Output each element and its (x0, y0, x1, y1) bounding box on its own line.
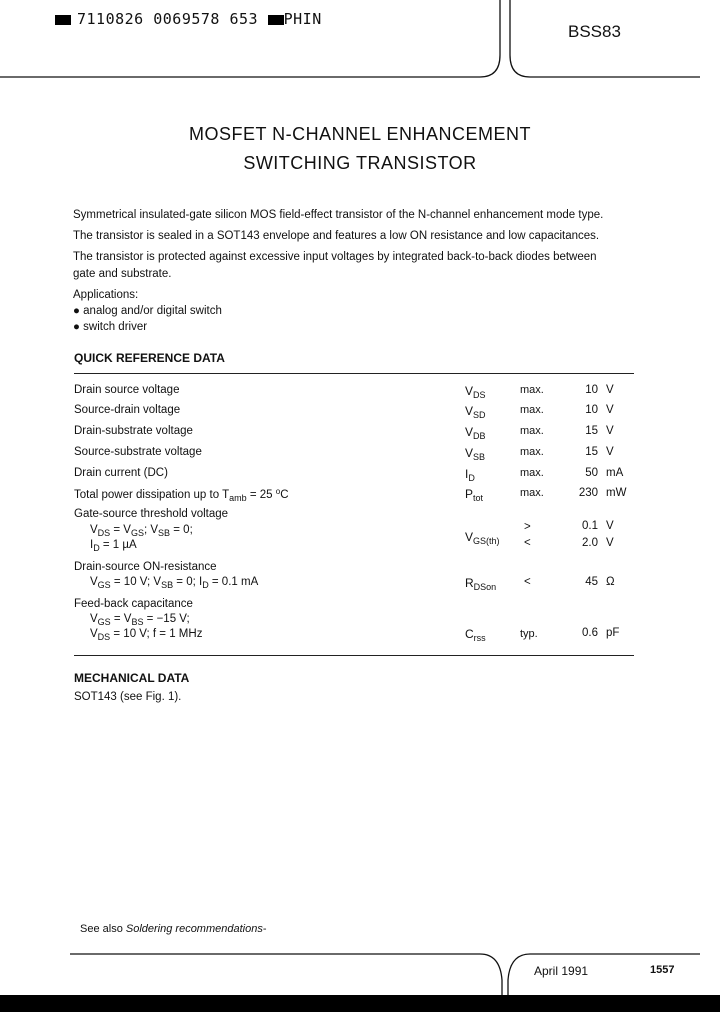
intro-text: The transistor is protected against exce… (73, 251, 597, 263)
on-resistance-label: Drain-source ON-resistance (74, 561, 217, 573)
value: 50 (585, 467, 598, 479)
parameter-symbol: VDB (465, 425, 486, 441)
on-resistance-condition: VGS = 10 V; VSB = 0; ID = 0.1 mA (90, 576, 259, 590)
value: 10 (585, 384, 598, 396)
intro-text: The transistor is sealed in a SOT143 env… (73, 230, 600, 242)
capacitance-condition: VDS = 10 V; f = 1 MHz (90, 628, 203, 642)
on-resistance-symbol: RDSon (465, 576, 497, 592)
applications-heading: Applications: (73, 289, 139, 301)
qualifier: < (524, 537, 531, 549)
parameter-label: Drain current (DC) (74, 467, 168, 479)
value: 15 (585, 446, 598, 458)
capacitance-condition: VGS = VBS = −15 V; (90, 613, 190, 627)
parameter-symbol: ID (465, 467, 475, 483)
application-item: ● analog and/or digital switch (73, 305, 222, 317)
qualifier: > (524, 521, 531, 533)
parameter-label: Drain-substrate voltage (74, 425, 193, 437)
threshold-symbol: VGS(th) (465, 530, 500, 546)
unit: V (606, 520, 614, 532)
qualifier: max. (520, 384, 544, 396)
qualifier: max. (520, 404, 544, 416)
value: 45 (585, 576, 598, 588)
footer-date: April 1991 (534, 964, 589, 978)
divider (74, 373, 634, 374)
unit: V (606, 446, 614, 458)
parameter-symbol: VSB (465, 446, 486, 462)
value: 15 (585, 425, 598, 437)
capacitance-label: Feed-back capacitance (74, 598, 193, 610)
part-number: BSS83 (568, 22, 621, 41)
mechanical-heading: MECHANICAL DATA (74, 671, 190, 685)
page-number: 1557 (650, 964, 675, 976)
parameter-symbol: VDS (465, 384, 486, 400)
value: 2.0 (582, 537, 598, 549)
unit: Ω (606, 576, 615, 588)
page-title-line1: MOSFET N-CHANNEL ENHANCEMENT (188, 124, 532, 144)
mechanical-text: SOT143 (see Fig. 1). (74, 691, 182, 703)
parameter-label: Source-drain voltage (74, 404, 181, 416)
value: 0.6 (582, 627, 598, 639)
header-code: 7110826 0069578 653 PHIN (55, 10, 322, 28)
unit: V (606, 384, 614, 396)
unit: V (606, 425, 614, 437)
parameter-label: Total power dissipation up to Tamb = 25 … (74, 487, 289, 503)
unit: mW (606, 487, 627, 499)
qualifier: < (524, 576, 531, 588)
divider (74, 655, 634, 656)
intro-text: Symmetrical insulated-gate silicon MOS f… (73, 209, 604, 221)
quick-reference-heading: QUICK REFERENCE DATA (74, 351, 225, 365)
threshold-condition: ID = 1 µA (90, 539, 137, 553)
value: 230 (578, 487, 598, 499)
qualifier: max. (520, 467, 544, 479)
value: 0.1 (582, 520, 598, 532)
page-title-line2: SWITCHING TRANSISTOR (243, 153, 477, 173)
application-item: ● switch driver (73, 321, 148, 333)
see-also-note: See also Soldering recommendations- (80, 923, 267, 935)
parameter-symbol: Ptot (465, 487, 484, 503)
threshold-condition: VDS = VGS; VSB = 0; (90, 524, 193, 538)
parameter-symbol: VSD (465, 404, 486, 420)
unit: V (606, 537, 614, 549)
threshold-label: Gate-source threshold voltage (74, 508, 229, 520)
parameter-label: Drain source voltage (74, 384, 180, 396)
qualifier: max. (520, 487, 544, 499)
capacitance-symbol: Crss (465, 627, 486, 643)
qualifier: max. (520, 425, 544, 437)
parameter-label: Source-substrate voltage (74, 446, 202, 458)
unit: pF (606, 627, 620, 639)
intro-text: gate and substrate. (73, 268, 172, 280)
value: 10 (585, 404, 598, 416)
qualifier: typ. (520, 628, 538, 640)
unit: mA (606, 467, 624, 479)
qualifier: max. (520, 446, 544, 458)
unit: V (606, 404, 614, 416)
